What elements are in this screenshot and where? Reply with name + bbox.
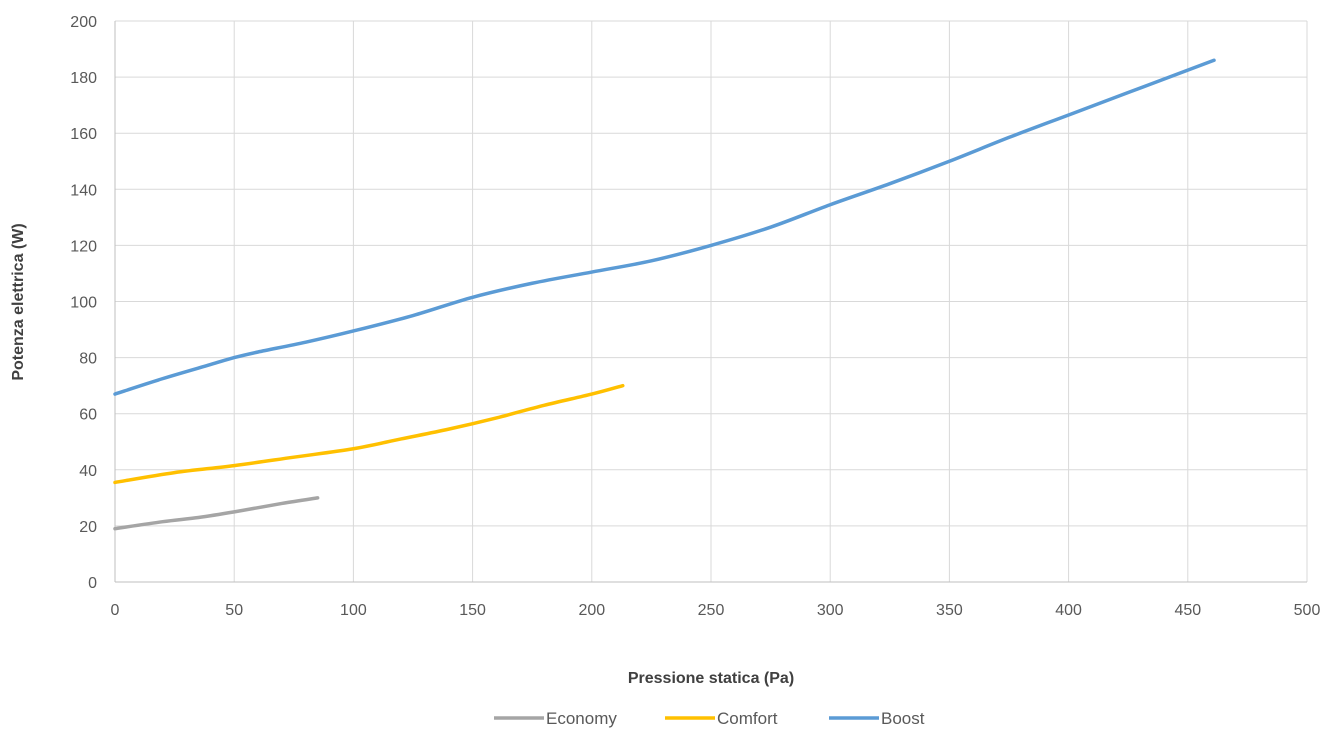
grid-layer <box>115 20 1308 582</box>
y-tick-label-6: 120 <box>70 238 97 255</box>
legend-label-boost: Boost <box>881 709 925 728</box>
x-tick-label-0: 0 <box>111 602 120 619</box>
y-tick-label-9: 180 <box>70 70 97 87</box>
legend: Economy Comfort Boost <box>494 709 925 728</box>
tick-layer: 0 20 40 60 80 100 120 140 160 180 200 0 50 100 150 200 2… <box>70 14 1320 619</box>
x-tick-label-10: 500 <box>1294 602 1321 619</box>
series-line-economy <box>113 496 320 531</box>
x-axis-title: Pressione statica (Pa) <box>628 670 794 687</box>
x-tick-label-2: 100 <box>340 602 367 619</box>
legend-label-economy: Economy <box>546 709 617 728</box>
y-tick-label-1: 20 <box>79 519 97 536</box>
x-tick-label-8: 400 <box>1055 602 1082 619</box>
series-layer <box>113 58 1216 531</box>
x-tick-label-7: 350 <box>936 602 963 619</box>
y-tick-label-5: 100 <box>70 295 97 312</box>
x-tick-label-4: 200 <box>578 602 605 619</box>
y-axis-title: Potenza elettrica (W) <box>10 223 27 380</box>
y-tick-label-7: 140 <box>70 182 97 199</box>
legend-label-comfort: Comfort <box>717 709 778 728</box>
series-line-boost <box>113 58 1216 396</box>
y-tick-label-4: 80 <box>79 351 97 368</box>
x-tick-label-5: 250 <box>698 602 725 619</box>
x-tick-label-1: 50 <box>225 602 243 619</box>
y-tick-label-10: 200 <box>70 14 97 31</box>
axis-layer <box>114 21 1307 583</box>
y-tick-label-8: 160 <box>70 126 97 143</box>
x-tick-label-3: 150 <box>459 602 486 619</box>
y-tick-label-0: 0 <box>88 575 97 592</box>
y-tick-label-3: 60 <box>79 407 97 424</box>
series-line-comfort <box>113 383 625 485</box>
y-tick-label-2: 40 <box>79 463 97 480</box>
x-tick-label-6: 300 <box>817 602 844 619</box>
x-tick-label-9: 450 <box>1174 602 1201 619</box>
